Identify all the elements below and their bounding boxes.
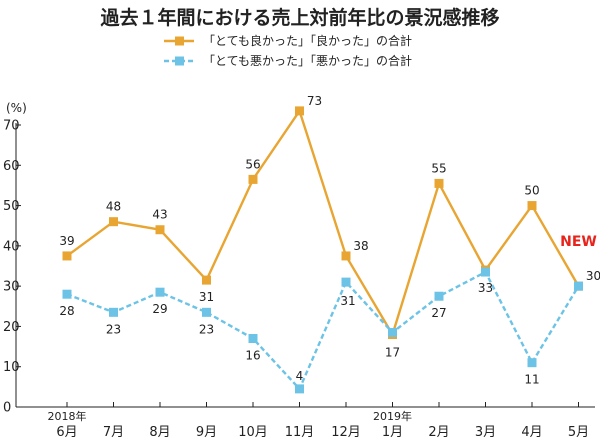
- data-label: 11: [524, 373, 539, 387]
- x-tick-label: 7月: [103, 425, 124, 440]
- data-point: [202, 275, 211, 285]
- data-point: [527, 201, 537, 211]
- data-point: [62, 289, 72, 299]
- y-tick-label: 10: [3, 360, 20, 375]
- data-label: 33: [478, 281, 493, 295]
- data-point: [155, 225, 165, 235]
- data-label: 39: [59, 234, 74, 248]
- chart-title: 過去１年間における売上対前年比の景況感推移: [100, 6, 499, 29]
- data-point: [434, 291, 444, 301]
- series-layer: [62, 106, 583, 394]
- legend-item-0: 「とても良かった」「良かった」の合計: [164, 33, 412, 48]
- legend-label: 「とても良かった」「良かった」の合計: [203, 33, 412, 48]
- legend-swatch-marker: [175, 36, 184, 46]
- data-point: [341, 277, 351, 287]
- x-tick-label: 9月: [196, 425, 217, 440]
- data-point: [155, 287, 165, 297]
- x-year-label: 2018年: [48, 409, 87, 423]
- data-label: 55: [431, 161, 446, 175]
- x-tick-label: 8月: [149, 425, 170, 440]
- x-tick-label: 12月: [331, 425, 361, 440]
- y-tick-label: 70: [3, 119, 20, 134]
- legend-swatch-marker: [175, 56, 184, 66]
- data-point: [527, 358, 537, 368]
- data-label: 56: [245, 157, 260, 171]
- legend: 「とても良かった」「良かった」の合計「とても悪かった」「悪かった」の合計: [164, 33, 412, 68]
- y-tick-label: 40: [3, 239, 20, 254]
- x-tick-label: 10月: [238, 425, 268, 440]
- data-label: 48: [106, 200, 121, 214]
- data-label: 43: [152, 208, 167, 222]
- data-point: [481, 267, 490, 277]
- y-tick-label: 0: [3, 401, 11, 416]
- data-labels-layer: 39 48 43 31 56 73 38 17 55 33 50 30 28 23 29 23 16 4 31 27 1…: [59, 94, 600, 387]
- data-label: 16: [245, 349, 260, 363]
- y-axis-unit: (%): [6, 101, 27, 115]
- data-label: 73: [307, 94, 322, 108]
- series-line: [66, 109, 580, 336]
- data-label: 30: [586, 269, 600, 283]
- y-tick-label: 50: [3, 199, 20, 214]
- data-point: [574, 281, 583, 291]
- legend-label: 「とても悪かった」「悪かった」の合計: [203, 53, 412, 68]
- series-1: [62, 267, 583, 394]
- data-point: [109, 217, 118, 227]
- data-label: 28: [59, 304, 74, 318]
- data-label: 4: [296, 369, 304, 383]
- data-point: [388, 327, 397, 337]
- x-tick-label: 3月: [475, 425, 496, 440]
- x-tick-label: 4月: [521, 425, 542, 440]
- y-tick-label: 60: [3, 159, 20, 174]
- data-label: 29: [152, 302, 167, 316]
- data-label: 31: [199, 290, 214, 304]
- x-tick-label: 11月: [285, 425, 315, 440]
- data-label: 17: [385, 345, 400, 359]
- data-point: [248, 174, 258, 184]
- data-point: [341, 251, 351, 261]
- data-point: [295, 106, 304, 116]
- series-0: [62, 106, 583, 339]
- data-label: 23: [106, 322, 121, 336]
- x-tick-label: 5月: [568, 425, 589, 440]
- new-annotation: NEW: [560, 234, 597, 250]
- data-label: 23: [199, 322, 214, 336]
- x-year-label: 2019年: [373, 409, 412, 423]
- y-tick-label: 30: [3, 280, 20, 295]
- series-line: [66, 270, 580, 391]
- x-tick-label: 6月: [56, 425, 77, 440]
- data-label: 50: [524, 184, 539, 198]
- data-point: [202, 307, 211, 317]
- data-point: [248, 334, 258, 344]
- x-tick-label: 1月: [382, 425, 403, 440]
- data-point: [295, 384, 304, 394]
- y-tick-label: 20: [3, 320, 20, 335]
- data-point: [434, 178, 444, 188]
- x-tick-label: 2月: [428, 425, 449, 440]
- data-label: 27: [431, 306, 446, 320]
- data-label: 38: [353, 239, 368, 253]
- data-point: [62, 251, 72, 261]
- data-point: [109, 307, 118, 317]
- data-label: 31: [340, 294, 355, 308]
- legend-item-1: 「とても悪かった」「悪かった」の合計: [164, 53, 412, 68]
- axes: 0 10 20 30 40 50 60 70 6月 7月 8月 9月 10月 11月 12月 1月 2月 3月 4月…: [3, 119, 595, 440]
